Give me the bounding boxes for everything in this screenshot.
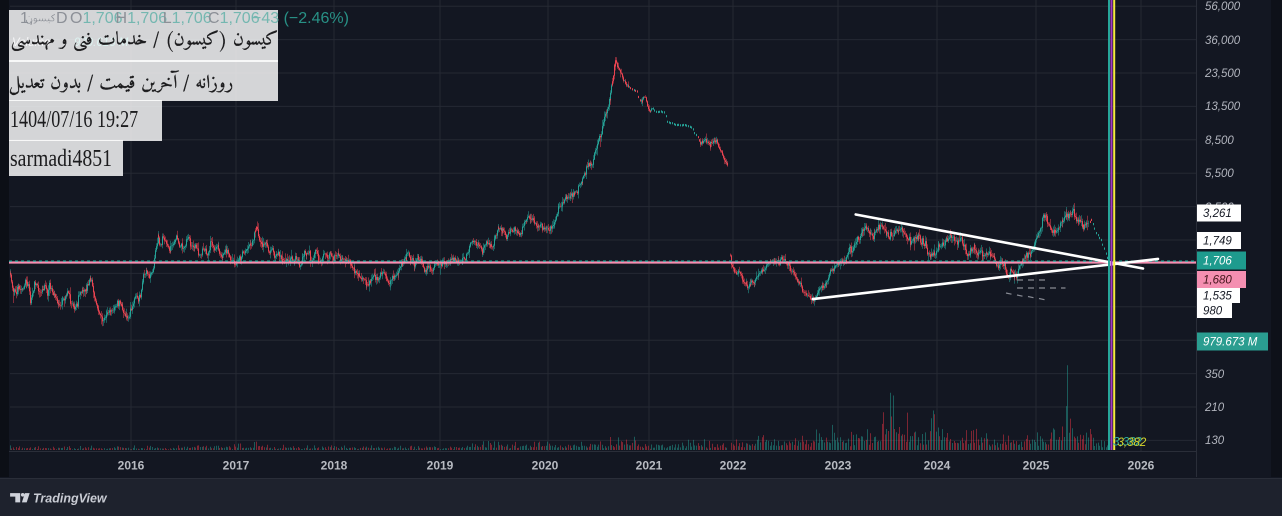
svg-text:2024: 2024 — [924, 459, 951, 473]
svg-text:2023: 2023 — [825, 459, 852, 473]
svg-text:3,261: 3,261 — [1203, 208, 1232, 220]
svg-text:36,000: 36,000 — [1205, 35, 1241, 47]
svg-text:2021: 2021 — [636, 459, 663, 473]
svg-text:D: D — [56, 10, 68, 27]
svg-text:2020: 2020 — [532, 459, 559, 473]
svg-text:2017: 2017 — [223, 459, 250, 473]
svg-text:980: 980 — [1203, 306, 1223, 318]
svg-text:2016: 2016 — [118, 459, 145, 473]
svg-text:2018: 2018 — [321, 459, 348, 473]
svg-text:3,382: 3,382 — [1113, 437, 1142, 449]
svg-text:O1,706: O1,706 — [70, 10, 123, 27]
svg-text:1,680: 1,680 — [1203, 275, 1232, 287]
svg-text:1,749: 1,749 — [1203, 236, 1232, 248]
svg-text:2025: 2025 — [1023, 459, 1050, 473]
svg-text:2022: 2022 — [720, 459, 747, 473]
svg-text:TradingView: TradingView — [33, 492, 108, 506]
svg-text:2026: 2026 — [1128, 459, 1155, 473]
svg-text:1,: 1, — [20, 10, 33, 27]
svg-text:3,382: 3,382 — [1118, 437, 1147, 449]
svg-text:C1,706: C1,706 — [208, 10, 260, 27]
svg-text:1,535: 1,535 — [1203, 291, 1232, 303]
svg-text:1,706: 1,706 — [1203, 256, 1232, 268]
svg-text:L1,706: L1,706 — [163, 10, 212, 27]
svg-text:8,500: 8,500 — [1205, 135, 1234, 147]
svg-text:56,000: 56,000 — [1205, 1, 1241, 13]
svg-text:2019: 2019 — [427, 459, 454, 473]
svg-text:979.673 M: 979.673 M — [1203, 337, 1258, 349]
svg-text:350: 350 — [1205, 369, 1225, 381]
svg-text:130: 130 — [1205, 435, 1225, 447]
svg-text:23,500: 23,500 — [1204, 68, 1241, 80]
svg-text:210: 210 — [1204, 402, 1225, 414]
svg-text:13,500: 13,500 — [1205, 101, 1241, 113]
svg-text:−43 (−2.46%): −43 (−2.46%) — [252, 10, 349, 27]
svg-text:5,500: 5,500 — [1205, 168, 1234, 180]
svg-text:H1,706: H1,706 — [116, 10, 168, 27]
